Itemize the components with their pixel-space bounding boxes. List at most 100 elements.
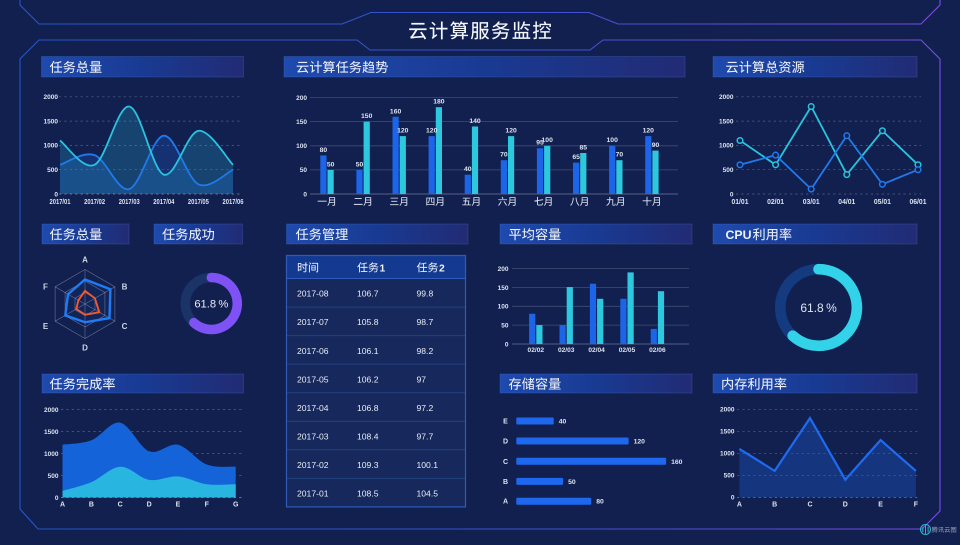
svg-text:500: 500: [724, 473, 735, 480]
svg-text:01/01: 01/01: [732, 197, 749, 206]
svg-text:E: E: [176, 502, 181, 509]
svg-text:2017-03: 2017-03: [297, 431, 329, 441]
svg-text:C: C: [503, 459, 508, 466]
svg-text:A: A: [737, 502, 742, 509]
svg-text:500: 500: [47, 167, 58, 174]
svg-text:B: B: [89, 502, 94, 509]
svg-text:06/01: 06/01: [910, 197, 927, 206]
svg-text:A: A: [82, 256, 88, 265]
svg-text:2017/05: 2017/05: [188, 197, 209, 206]
svg-text:106.1: 106.1: [357, 346, 379, 356]
svg-text:108.4: 108.4: [357, 431, 379, 441]
svg-text:160: 160: [390, 108, 402, 115]
svg-text:2017-02: 2017-02: [297, 460, 329, 470]
svg-text:C: C: [807, 502, 812, 509]
svg-text:97: 97: [417, 374, 427, 384]
svg-text:B: B: [122, 283, 128, 292]
svg-text:1000: 1000: [720, 451, 735, 458]
svg-text:200: 200: [498, 266, 509, 273]
svg-text:B: B: [503, 479, 508, 486]
svg-text:2017-04: 2017-04: [297, 403, 329, 413]
svg-text:C: C: [122, 322, 128, 331]
svg-text:80: 80: [596, 499, 604, 506]
svg-text:F: F: [914, 502, 919, 509]
svg-text:50: 50: [568, 479, 576, 486]
svg-text:02/05: 02/05: [619, 347, 636, 354]
svg-text:106.8: 106.8: [357, 403, 379, 413]
svg-text:106.7: 106.7: [357, 289, 379, 299]
svg-text:0: 0: [303, 191, 307, 198]
svg-text:2000: 2000: [44, 407, 59, 414]
svg-text:03/01: 03/01: [803, 197, 820, 206]
svg-text:70: 70: [500, 152, 508, 159]
svg-text:0: 0: [730, 191, 734, 198]
svg-text:50: 50: [356, 161, 364, 168]
svg-text:2017-07: 2017-07: [297, 317, 329, 327]
svg-text:2017-05: 2017-05: [297, 374, 329, 384]
svg-text:120: 120: [426, 128, 438, 135]
svg-text:109.3: 109.3: [357, 460, 379, 470]
svg-text:1500: 1500: [44, 429, 59, 436]
svg-text:1: 1: [380, 264, 386, 275]
svg-text:2000: 2000: [719, 94, 734, 101]
svg-text:2000: 2000: [44, 94, 59, 101]
svg-text:A: A: [60, 502, 65, 509]
svg-text:500: 500: [723, 167, 734, 174]
svg-text:50: 50: [300, 167, 308, 174]
svg-text:E: E: [503, 419, 508, 426]
svg-text:1500: 1500: [720, 429, 735, 436]
svg-text:1000: 1000: [44, 143, 59, 150]
svg-text:0: 0: [731, 495, 735, 502]
svg-text:200: 200: [296, 95, 307, 102]
svg-text:2017-06: 2017-06: [297, 346, 329, 356]
svg-text:2017/01: 2017/01: [50, 197, 71, 206]
svg-text:40: 40: [559, 419, 567, 426]
svg-text:F: F: [43, 283, 48, 292]
svg-text:150: 150: [498, 285, 509, 292]
svg-text:120: 120: [397, 128, 409, 135]
svg-text:0: 0: [55, 495, 59, 502]
svg-text:65: 65: [572, 154, 580, 161]
svg-text:160: 160: [671, 459, 683, 466]
svg-text:120: 120: [634, 439, 646, 446]
svg-text:D: D: [82, 344, 88, 353]
svg-text:104.5: 104.5: [417, 489, 439, 499]
svg-text:70: 70: [616, 152, 624, 159]
svg-text:97.7: 97.7: [417, 431, 434, 441]
svg-text:F: F: [205, 502, 210, 509]
svg-text:0: 0: [505, 341, 509, 348]
svg-text:100: 100: [542, 137, 554, 144]
svg-text:98.2: 98.2: [417, 346, 434, 356]
svg-text:120: 120: [643, 128, 655, 135]
svg-text:1000: 1000: [44, 451, 59, 458]
svg-text:97.2: 97.2: [417, 403, 434, 413]
svg-text:85: 85: [580, 145, 588, 152]
svg-text:A: A: [503, 499, 508, 506]
svg-text:2017/02: 2017/02: [84, 197, 105, 206]
svg-text:100.1: 100.1: [417, 460, 439, 470]
svg-text:2017-08: 2017-08: [297, 289, 329, 299]
svg-text:1500: 1500: [719, 118, 734, 125]
svg-text:150: 150: [296, 119, 307, 126]
svg-text:CPU: CPU: [726, 228, 752, 242]
svg-text:G: G: [233, 502, 239, 509]
svg-text:99.8: 99.8: [417, 289, 434, 299]
svg-text:D: D: [147, 502, 152, 509]
svg-text:98.7: 98.7: [417, 317, 434, 327]
svg-text:40: 40: [464, 166, 472, 173]
svg-text:50: 50: [327, 161, 335, 168]
svg-text:150: 150: [361, 113, 373, 120]
svg-text:2017-01: 2017-01: [297, 489, 329, 499]
svg-text:1000: 1000: [719, 143, 734, 150]
svg-text:100: 100: [296, 143, 307, 150]
svg-text:02/04: 02/04: [588, 347, 605, 354]
svg-text:0: 0: [54, 191, 58, 198]
svg-text:2017/06: 2017/06: [223, 197, 244, 206]
svg-text:2017/03: 2017/03: [119, 197, 140, 206]
svg-text:02/06: 02/06: [649, 347, 666, 354]
svg-text:D: D: [843, 502, 848, 509]
svg-text:1500: 1500: [44, 118, 59, 125]
svg-text:120: 120: [505, 128, 517, 135]
svg-text:C: C: [118, 502, 123, 509]
svg-text:100: 100: [607, 137, 619, 144]
